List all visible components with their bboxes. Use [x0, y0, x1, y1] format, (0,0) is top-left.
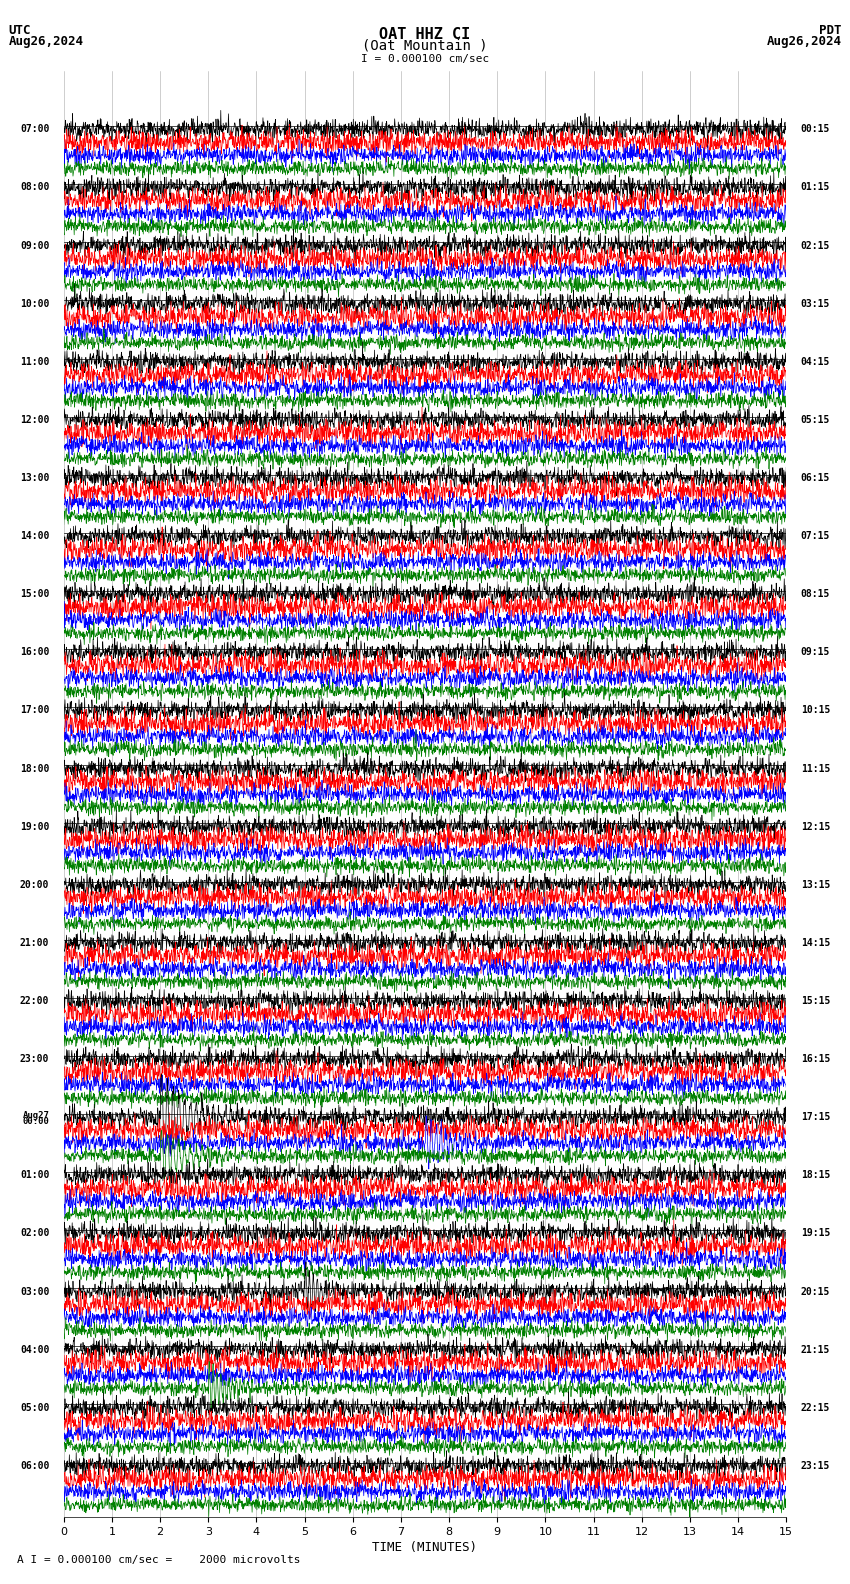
Text: 06:00: 06:00 [20, 1460, 49, 1472]
Text: 08:00: 08:00 [20, 182, 49, 193]
Bar [64, 821, 786, 871]
Text: 19:15: 19:15 [801, 1229, 830, 1239]
Text: 16:15: 16:15 [801, 1053, 830, 1064]
Text: 22:15: 22:15 [801, 1403, 830, 1413]
Bar [64, 646, 786, 697]
Text: 18:00: 18:00 [20, 763, 49, 773]
Text: 08:15: 08:15 [801, 589, 830, 599]
Bar [64, 413, 786, 466]
Bar [64, 298, 786, 348]
Bar [64, 124, 786, 174]
Bar [64, 239, 786, 291]
Text: 05:00: 05:00 [20, 1403, 49, 1413]
Text: 09:00: 09:00 [20, 241, 49, 250]
Text: Aug26,2024: Aug26,2024 [8, 35, 83, 48]
Text: 11:00: 11:00 [20, 356, 49, 367]
Text: 05:15: 05:15 [801, 415, 830, 425]
Text: 16:00: 16:00 [20, 648, 49, 657]
Text: 13:00: 13:00 [20, 474, 49, 483]
Text: 21:00: 21:00 [20, 938, 49, 947]
Text: Aug27: Aug27 [22, 1110, 49, 1120]
Bar [64, 1110, 786, 1163]
Text: 18:15: 18:15 [801, 1171, 830, 1180]
Bar [64, 1402, 786, 1453]
Text: 17:00: 17:00 [20, 705, 49, 716]
Bar [64, 529, 786, 581]
Text: 02:00: 02:00 [20, 1229, 49, 1239]
Text: Aug26,2024: Aug26,2024 [767, 35, 842, 48]
Bar [64, 703, 786, 756]
Text: 03:00: 03:00 [20, 1286, 49, 1297]
Text: 22:00: 22:00 [20, 996, 49, 1006]
Text: 14:00: 14:00 [20, 531, 49, 542]
Text: 10:00: 10:00 [20, 299, 49, 309]
Text: 13:15: 13:15 [801, 879, 830, 890]
Bar [64, 1053, 786, 1104]
Text: 00:15: 00:15 [801, 125, 830, 135]
Text: A I = 0.000100 cm/sec =    2000 microvolts: A I = 0.000100 cm/sec = 2000 microvolts [17, 1555, 301, 1565]
Text: 07:00: 07:00 [20, 125, 49, 135]
Text: OAT HHZ CI: OAT HHZ CI [379, 27, 471, 41]
Text: 23:15: 23:15 [801, 1460, 830, 1472]
Text: 01:00: 01:00 [20, 1171, 49, 1180]
Bar [64, 1343, 786, 1396]
Text: 07:15: 07:15 [801, 531, 830, 542]
Text: 10:15: 10:15 [801, 705, 830, 716]
Bar [64, 355, 786, 407]
Text: 02:15: 02:15 [801, 241, 830, 250]
Bar [64, 1169, 786, 1221]
Text: 15:15: 15:15 [801, 996, 830, 1006]
Text: I = 0.000100 cm/sec: I = 0.000100 cm/sec [361, 54, 489, 63]
Bar [64, 1459, 786, 1511]
Text: 06:15: 06:15 [801, 474, 830, 483]
Bar [64, 1285, 786, 1337]
Text: 14:15: 14:15 [801, 938, 830, 947]
Text: 17:15: 17:15 [801, 1112, 830, 1121]
Bar [64, 878, 786, 930]
Bar [64, 1228, 786, 1278]
Text: 04:00: 04:00 [20, 1345, 49, 1354]
Bar [64, 588, 786, 640]
Text: UTC: UTC [8, 24, 31, 36]
Text: 21:15: 21:15 [801, 1345, 830, 1354]
Text: 12:15: 12:15 [801, 822, 830, 832]
Text: 23:00: 23:00 [20, 1053, 49, 1064]
Bar [64, 472, 786, 523]
Bar [64, 181, 786, 233]
Text: 20:00: 20:00 [20, 879, 49, 890]
Text: 00:00: 00:00 [22, 1117, 49, 1126]
Text: 04:15: 04:15 [801, 356, 830, 367]
Text: 01:15: 01:15 [801, 182, 830, 193]
Bar [64, 936, 786, 988]
Text: 19:00: 19:00 [20, 822, 49, 832]
Text: 20:15: 20:15 [801, 1286, 830, 1297]
Text: 15:00: 15:00 [20, 589, 49, 599]
Text: 11:15: 11:15 [801, 763, 830, 773]
X-axis label: TIME (MINUTES): TIME (MINUTES) [372, 1541, 478, 1554]
Text: 09:15: 09:15 [801, 648, 830, 657]
Text: 03:15: 03:15 [801, 299, 830, 309]
Bar [64, 762, 786, 814]
Text: 12:00: 12:00 [20, 415, 49, 425]
Bar [64, 995, 786, 1045]
Text: PDT: PDT [819, 24, 842, 36]
Text: (Oat Mountain ): (Oat Mountain ) [362, 38, 488, 52]
